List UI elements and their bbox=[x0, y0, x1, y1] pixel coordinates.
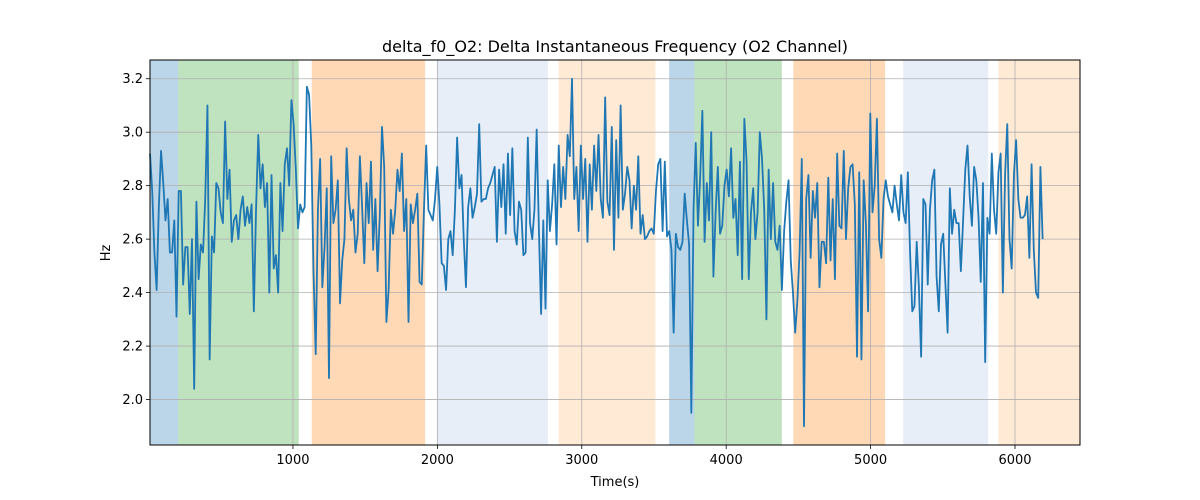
x-axis-label: Time(s) bbox=[590, 475, 640, 490]
x-tick-label-4: 5000 bbox=[854, 453, 887, 468]
series-layer bbox=[149, 77, 1044, 428]
x-tick-label-1: 2000 bbox=[421, 453, 454, 468]
chart-title: delta_f0_O2: Delta Instantaneous Frequen… bbox=[382, 37, 848, 57]
y-tick-label-0: 2.0 bbox=[122, 393, 143, 408]
band-7 bbox=[793, 60, 886, 445]
y-axis-label: Hz bbox=[99, 245, 114, 262]
series-line-0 bbox=[149, 77, 1044, 428]
highlight-bands bbox=[150, 60, 1080, 445]
y-tick-label-2: 2.4 bbox=[122, 286, 143, 301]
x-tick-label-2: 3000 bbox=[565, 453, 598, 468]
y-tick-label-6: 3.2 bbox=[122, 72, 143, 87]
band-4 bbox=[558, 60, 656, 445]
y-tick-label-4: 2.8 bbox=[122, 179, 143, 194]
x-tick-label-0: 1000 bbox=[276, 453, 309, 468]
y-axis: 2.0 2.2 2.4 2.6 2.8 3.0 3.2 bbox=[122, 72, 150, 408]
y-tick-label-3: 2.6 bbox=[122, 233, 143, 248]
band-3 bbox=[437, 60, 548, 445]
grid-lines bbox=[150, 60, 1080, 445]
y-tick-label-1: 2.2 bbox=[122, 340, 143, 355]
y-tick-label-5: 3.0 bbox=[122, 126, 143, 141]
plot-frame bbox=[149, 59, 1081, 446]
x-tick-label-3: 4000 bbox=[710, 453, 743, 468]
x-tick-label-5: 6000 bbox=[998, 453, 1031, 468]
x-axis: 1000 2000 3000 4000 5000 6000 bbox=[276, 445, 1032, 468]
